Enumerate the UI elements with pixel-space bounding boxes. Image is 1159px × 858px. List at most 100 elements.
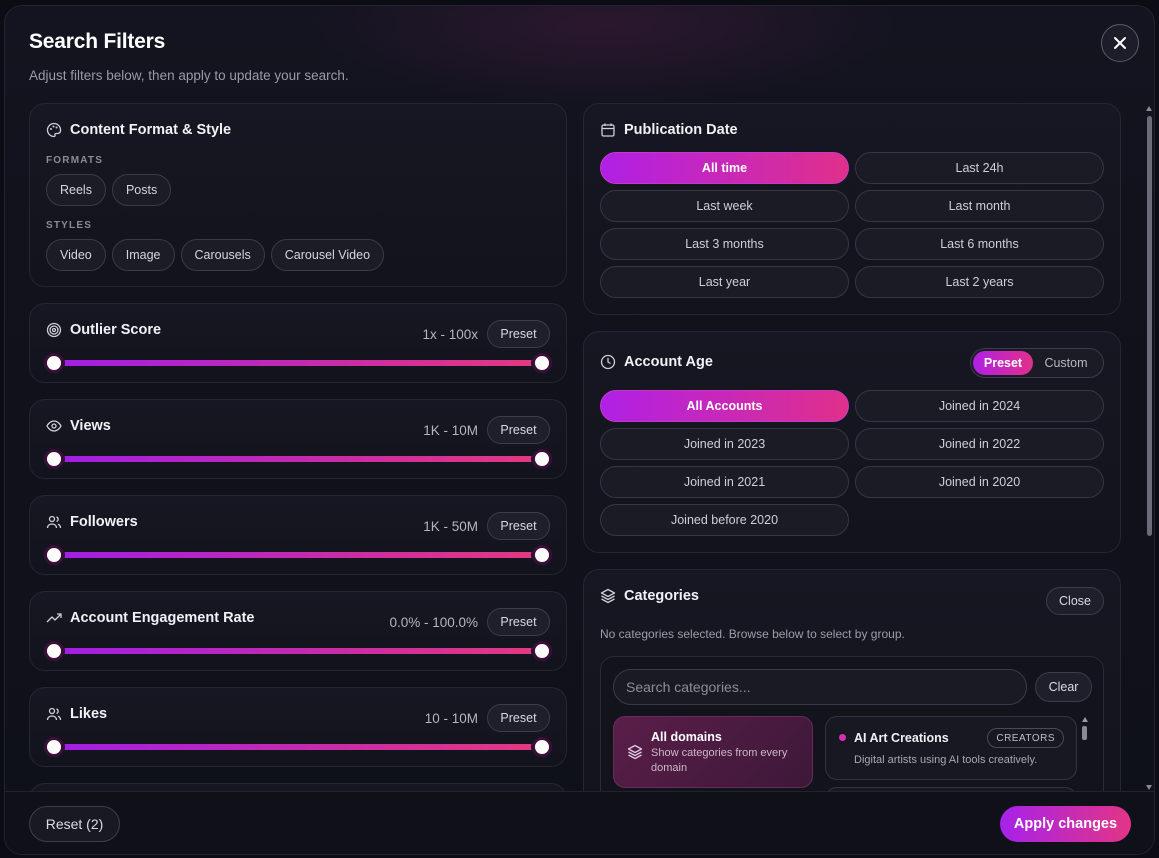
likes-header: Likes — [46, 706, 107, 722]
formats-label: FORMATS — [46, 155, 104, 166]
close-button[interactable] — [1101, 24, 1139, 62]
category-badge: CREATORS — [987, 728, 1064, 748]
date-option-last-week[interactable]: Last week — [600, 190, 849, 222]
date-option-last-24h[interactable]: Last 24h — [855, 152, 1104, 184]
age-option-2020[interactable]: Joined in 2020 — [855, 466, 1104, 498]
domain-card-title: All domains — [651, 730, 722, 744]
eye-icon — [46, 420, 62, 432]
engagement-rate-panel: Account Engagement Rate 0.0% - 100.0% Pr… — [29, 591, 567, 671]
publication-date-header: Publication Date — [600, 122, 738, 138]
slider-title: Views — [70, 418, 111, 434]
category-dot — [839, 734, 846, 741]
category-clear-button[interactable]: Clear — [1035, 672, 1092, 702]
age-option-2024[interactable]: Joined in 2024 — [855, 390, 1104, 422]
main-scrollbar[interactable] — [1144, 102, 1154, 792]
slider-min-handle[interactable] — [44, 353, 64, 373]
format-chip-posts[interactable]: Posts — [111, 174, 172, 206]
scroll-thumb[interactable] — [1147, 116, 1152, 536]
date-option-last-month[interactable]: Last month — [855, 190, 1104, 222]
content-format-panel: Content Format & Style FORMATS Reels Pos… — [29, 103, 567, 287]
slider-track[interactable] — [54, 360, 542, 366]
slider-range: 1x - 100x — [422, 327, 478, 342]
domain-card-all[interactable]: All domains Show categories from every d… — [613, 716, 813, 788]
slider-range: 0.0% - 100.0% — [389, 615, 478, 630]
slider-max-handle[interactable] — [532, 545, 552, 565]
slider-max-handle[interactable] — [532, 641, 552, 661]
date-option-last-year[interactable]: Last year — [600, 266, 849, 298]
preset-button[interactable]: Preset — [487, 416, 550, 444]
date-option-last-2-years[interactable]: Last 2 years — [855, 266, 1104, 298]
slider-max-handle[interactable] — [532, 449, 552, 469]
slider-track[interactable] — [54, 552, 542, 558]
format-chip-reels[interactable]: Reels — [46, 174, 106, 206]
mode-preset-tab[interactable]: Preset — [973, 351, 1033, 375]
preset-button[interactable]: Preset — [487, 608, 550, 636]
account-age-header: Account Age — [600, 354, 713, 370]
views-panel: Views 1K - 10M Preset — [29, 399, 567, 479]
style-chip-carousel-video[interactable]: Carousel Video — [270, 239, 385, 271]
likes-panel: Likes 10 - 10M Preset — [29, 687, 567, 767]
calendar-icon — [601, 123, 615, 137]
views-header: Views — [46, 418, 111, 434]
styles-label: STYLES — [46, 220, 93, 231]
categories-note: No categories selected. Browse below to … — [600, 627, 905, 641]
categories-title: Categories — [624, 588, 699, 604]
category-card[interactable]: AI Art Creations CREATORS Digital artist… — [825, 716, 1077, 780]
account-age-panel: Account Age Preset Custom All Accounts J… — [583, 331, 1121, 553]
categories-panel: Categories Close No categories selected.… — [583, 569, 1121, 829]
palette-icon — [46, 122, 62, 138]
preset-button[interactable]: Preset — [487, 512, 550, 540]
trending-up-icon — [46, 613, 62, 623]
slider-title: Outlier Score — [70, 322, 162, 338]
mode-custom-tab[interactable]: Custom — [1044, 356, 1088, 370]
reset-button[interactable]: Reset (2) — [29, 806, 120, 842]
target-icon — [46, 322, 62, 338]
slider-track[interactable] — [54, 744, 542, 750]
followers-panel: Followers 1K - 50M Preset — [29, 495, 567, 575]
style-chip-image[interactable]: Image — [111, 239, 175, 271]
content-format-title: Content Format & Style — [70, 122, 232, 138]
apply-changes-button[interactable]: Apply changes — [1000, 806, 1131, 842]
scroll-up-arrow[interactable] — [1146, 106, 1152, 111]
category-scrollbar[interactable] — [1081, 717, 1089, 797]
slider-range: 1K - 50M — [423, 519, 478, 534]
scroll-down-arrow[interactable] — [1146, 785, 1152, 790]
slider-min-handle[interactable] — [44, 737, 64, 757]
slider-min-handle[interactable] — [44, 641, 64, 661]
followers-header: Followers — [46, 514, 138, 530]
preset-button[interactable]: Preset — [487, 320, 550, 348]
slider-max-handle[interactable] — [532, 737, 552, 757]
style-chip-video[interactable]: Video — [46, 239, 106, 271]
age-option-2022[interactable]: Joined in 2022 — [855, 428, 1104, 460]
age-option-2023[interactable]: Joined in 2023 — [600, 428, 849, 460]
slider-track[interactable] — [54, 456, 542, 462]
category-browser: Clear All domains Show categories from e… — [600, 656, 1104, 806]
layers-icon — [600, 588, 616, 604]
account-age-options: All Accounts Joined in 2024 Joined in 20… — [600, 390, 1104, 536]
categories-header: Categories — [600, 588, 699, 604]
slider-range: 1K - 10M — [423, 423, 478, 438]
age-option-all-accounts[interactable]: All Accounts — [600, 390, 849, 422]
modal-footer: Reset (2) Apply changes — [5, 791, 1154, 854]
publication-date-panel: Publication Date All time Last 24h Last … — [583, 103, 1121, 315]
domain-card-description: Show categories from every domain — [651, 747, 788, 774]
age-option-2021[interactable]: Joined in 2021 — [600, 466, 849, 498]
publication-date-title: Publication Date — [624, 122, 738, 138]
slider-max-handle[interactable] — [532, 353, 552, 373]
preset-button[interactable]: Preset — [487, 704, 550, 732]
date-option-last-3-months[interactable]: Last 3 months — [600, 228, 849, 260]
style-chip-carousels[interactable]: Carousels — [180, 239, 265, 271]
outlier-score-header: Outlier Score — [46, 322, 161, 338]
publication-date-options: All time Last 24h Last week Last month L… — [600, 152, 1104, 298]
categories-close-button[interactable]: Close — [1046, 587, 1104, 615]
slider-track[interactable] — [54, 648, 542, 654]
users-icon — [46, 515, 62, 529]
category-search-input[interactable] — [613, 669, 1027, 705]
date-option-last-6-months[interactable]: Last 6 months — [855, 228, 1104, 260]
date-option-all-time[interactable]: All time — [600, 152, 849, 184]
age-option-before-2020[interactable]: Joined before 2020 — [600, 504, 849, 536]
layers-icon — [627, 744, 643, 760]
slider-min-handle[interactable] — [44, 449, 64, 469]
slider-min-handle[interactable] — [44, 545, 64, 565]
engagement-rate-header: Account Engagement Rate — [46, 610, 255, 626]
